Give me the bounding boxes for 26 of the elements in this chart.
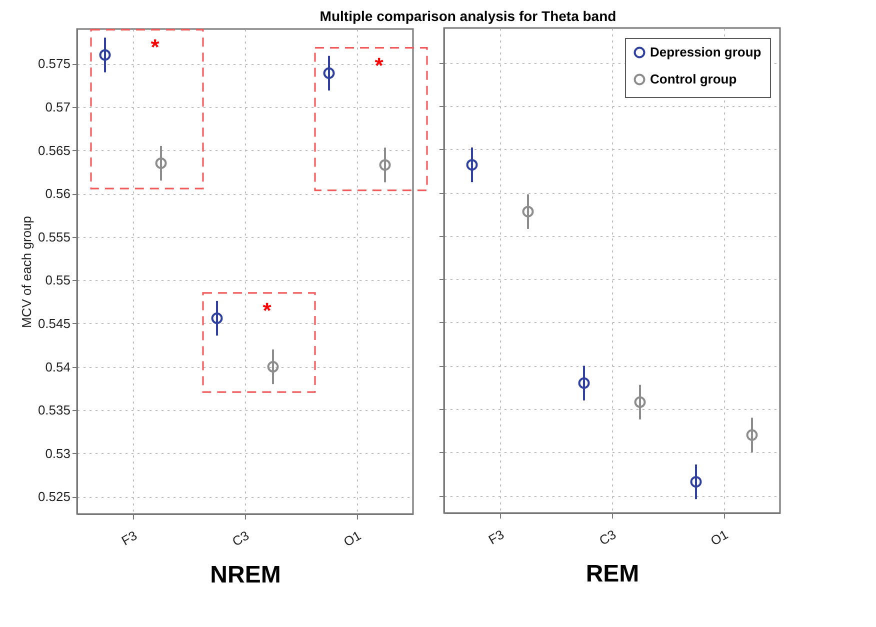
y-tick-label: 0.555	[38, 229, 70, 244]
text: Multiple comparison analysis for Theta band	[318, 7, 618, 24]
annotation: *	[262, 298, 272, 323]
x-tick-label: F3	[486, 526, 506, 548]
x-tick-label: O1	[340, 528, 364, 550]
legend-label: Depression group	[650, 44, 762, 60]
y-tick-label: 0.535	[38, 402, 70, 418]
x-axis-title: REM	[586, 560, 640, 588]
y-tick-label: 0.575	[38, 56, 70, 72]
y-tick-label: 0.545	[38, 316, 70, 331]
x-tick-label: O1	[708, 526, 730, 548]
y-tick-label: 0.54	[45, 359, 70, 374]
x-tick-label: F3	[118, 528, 140, 548]
y-tick-label: 0.56	[45, 186, 70, 202]
annotation: *	[374, 52, 384, 78]
y-tick-label: 0.55	[45, 272, 70, 288]
x-axis-title: NREM	[210, 561, 281, 588]
legend-label: Control group	[650, 72, 737, 86]
annotation: *	[150, 34, 160, 60]
y-tick-label: 0.565	[38, 142, 70, 158]
y-tick-label: 0.53	[45, 446, 70, 461]
x-tick-label: C3	[596, 526, 618, 548]
x-tick-label: C3	[230, 528, 252, 550]
y-tick-label: 0.57	[45, 99, 70, 114]
y-tick-label: 0.525	[38, 489, 70, 504]
y-axis-title: MCV of each group	[18, 216, 34, 328]
